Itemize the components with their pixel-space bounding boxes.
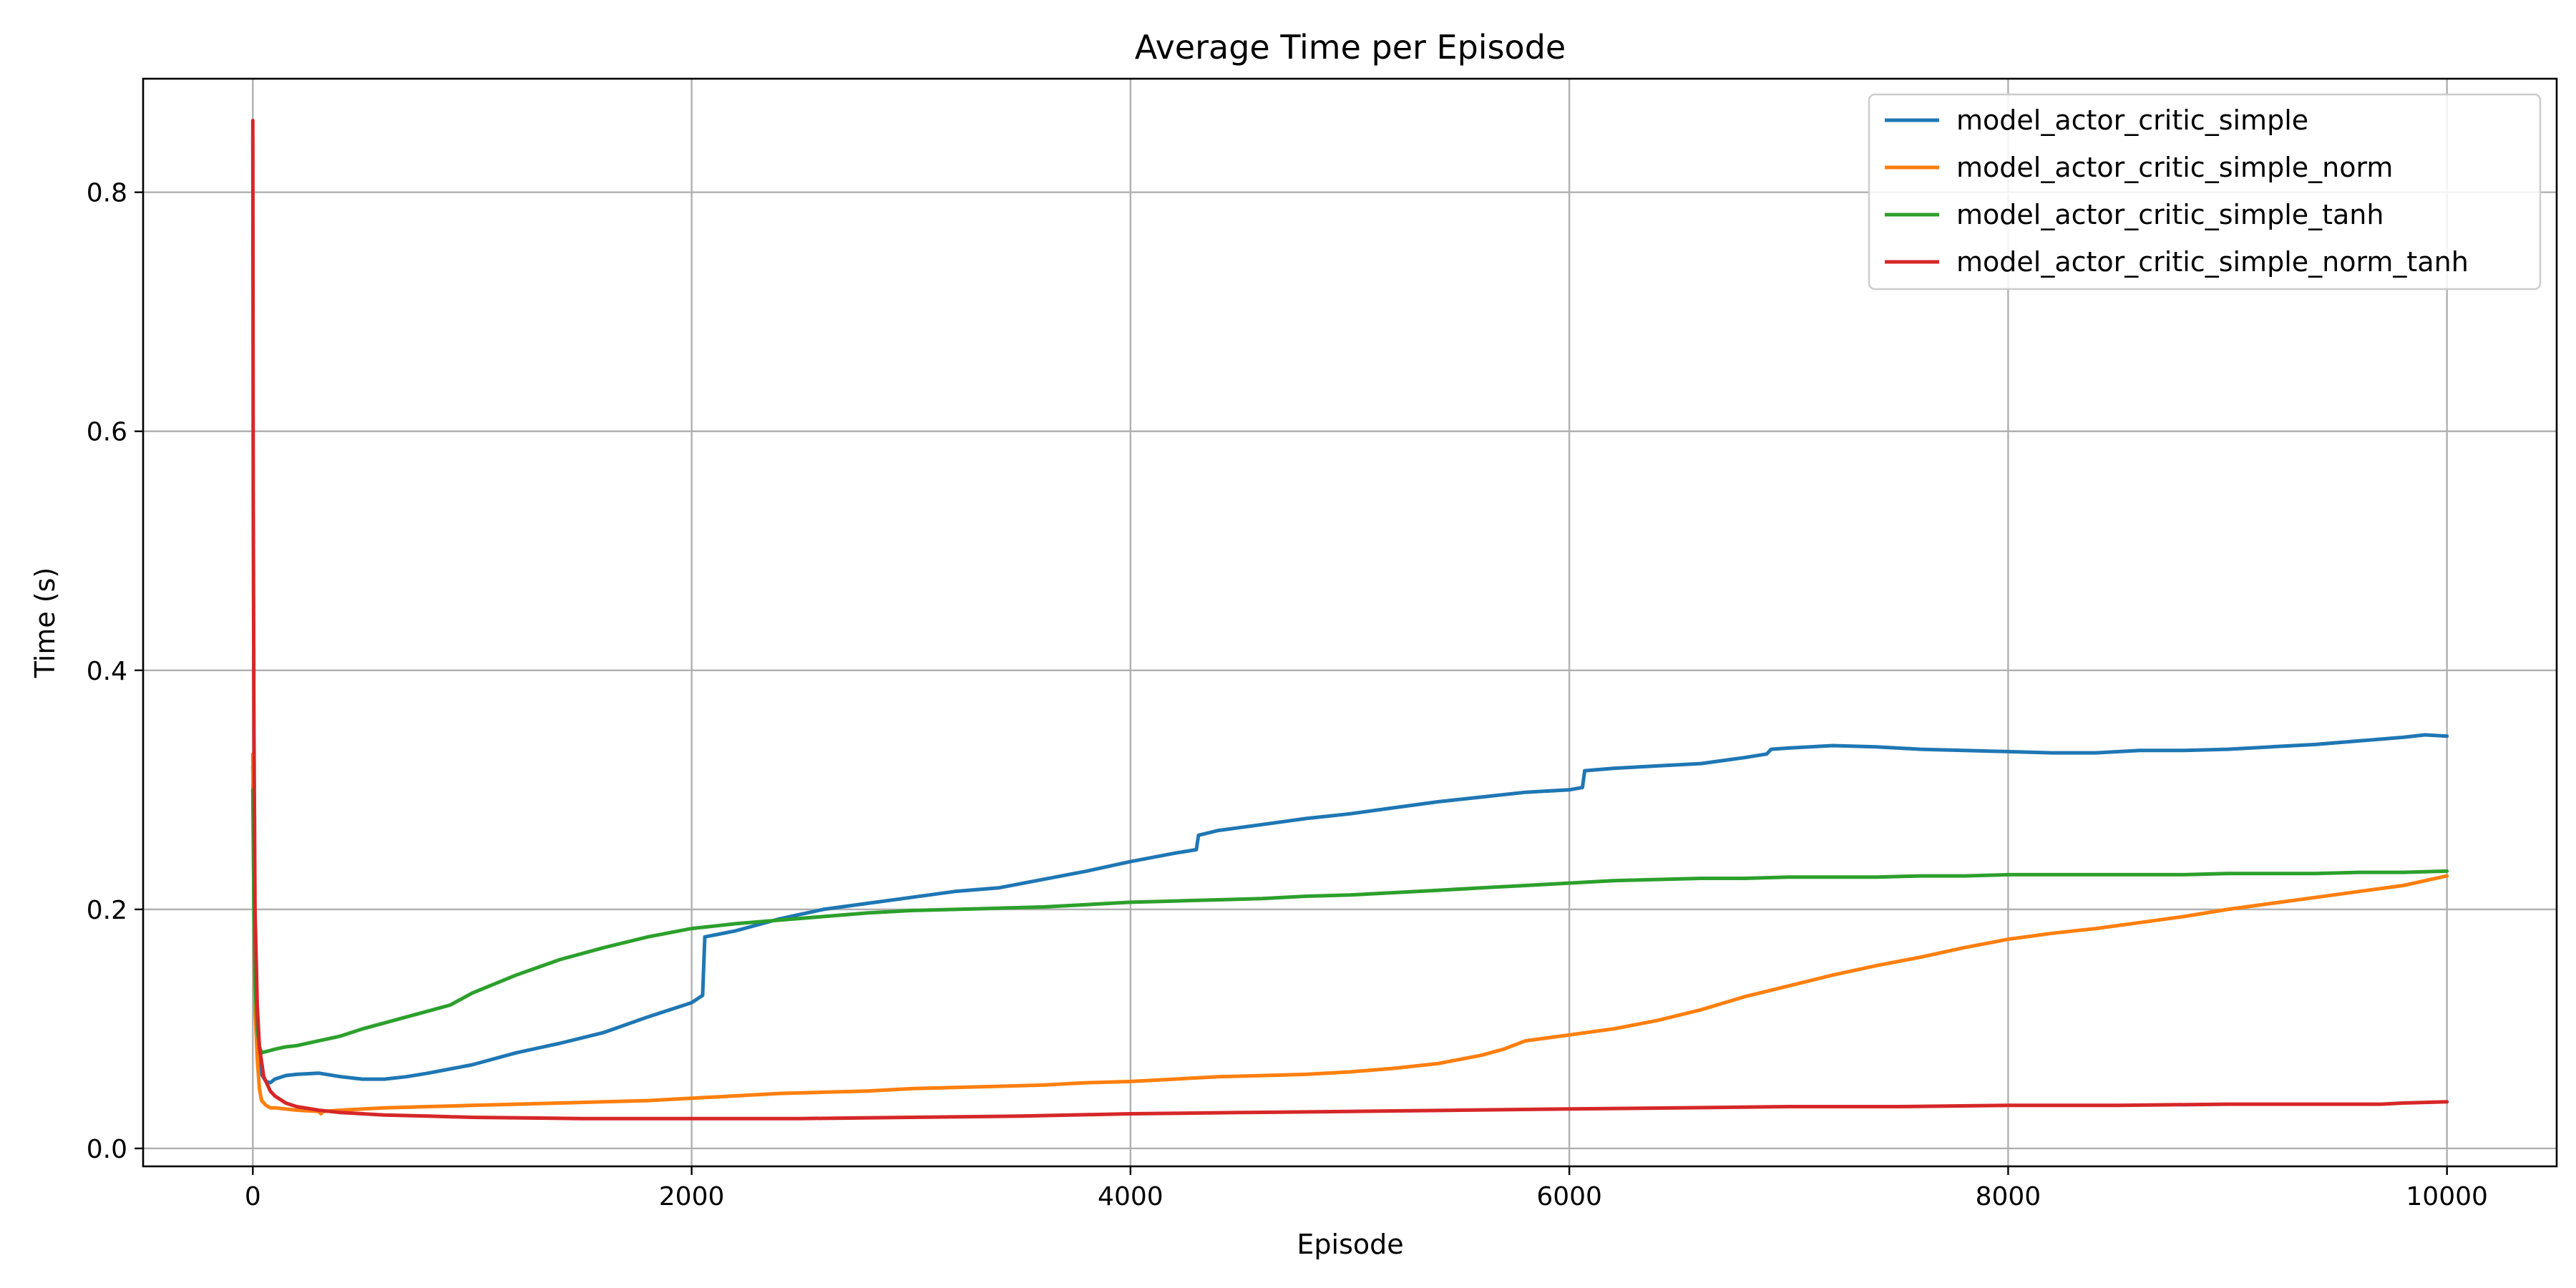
x-axis: 0 2000 4000 6000 8000 10000 (245, 1166, 2488, 1211)
legend-entry: model_actor_critic_simple (1956, 104, 2308, 136)
series-line-1 (250, 733, 2449, 1085)
legend-entry: model_actor_critic_simple_tanh (1956, 199, 2384, 230)
series-line-2 (250, 752, 2449, 1116)
chart-title: Average Time per Episode (1135, 28, 1566, 67)
series-lines (250, 119, 2449, 1121)
series-line-4 (250, 119, 2449, 1121)
y-tick-label: 0.8 (87, 179, 127, 208)
x-tick-label: 0 (245, 1182, 261, 1211)
y-tick-label: 0.6 (87, 418, 127, 447)
y-tick-label: 0.4 (87, 657, 127, 686)
legend-entry: model_actor_critic_simple_norm (1956, 152, 2393, 183)
x-tick-label: 4000 (1098, 1182, 1163, 1211)
y-tick-label: 0.0 (87, 1135, 127, 1164)
x-tick-label: 10000 (2406, 1182, 2488, 1211)
y-tick-label: 0.2 (87, 896, 127, 925)
x-tick-label: 2000 (659, 1182, 725, 1211)
legend: model_actor_critic_simple model_actor_cri… (1868, 93, 2542, 291)
series-line-3 (250, 788, 2449, 1055)
legend-box (1868, 93, 2542, 291)
x-axis-label: Episode (1297, 1229, 1403, 1260)
x-tick-label: 8000 (1976, 1182, 2041, 1211)
y-axis: 0.0 0.2 0.4 0.6 0.8 (87, 179, 143, 1164)
x-tick-label: 6000 (1536, 1182, 1602, 1211)
y-axis-label: Time (s) (29, 567, 61, 679)
plot-frame (142, 77, 2558, 1168)
legend-entry: model_actor_critic_simple_norm_tanh (1956, 246, 2469, 278)
